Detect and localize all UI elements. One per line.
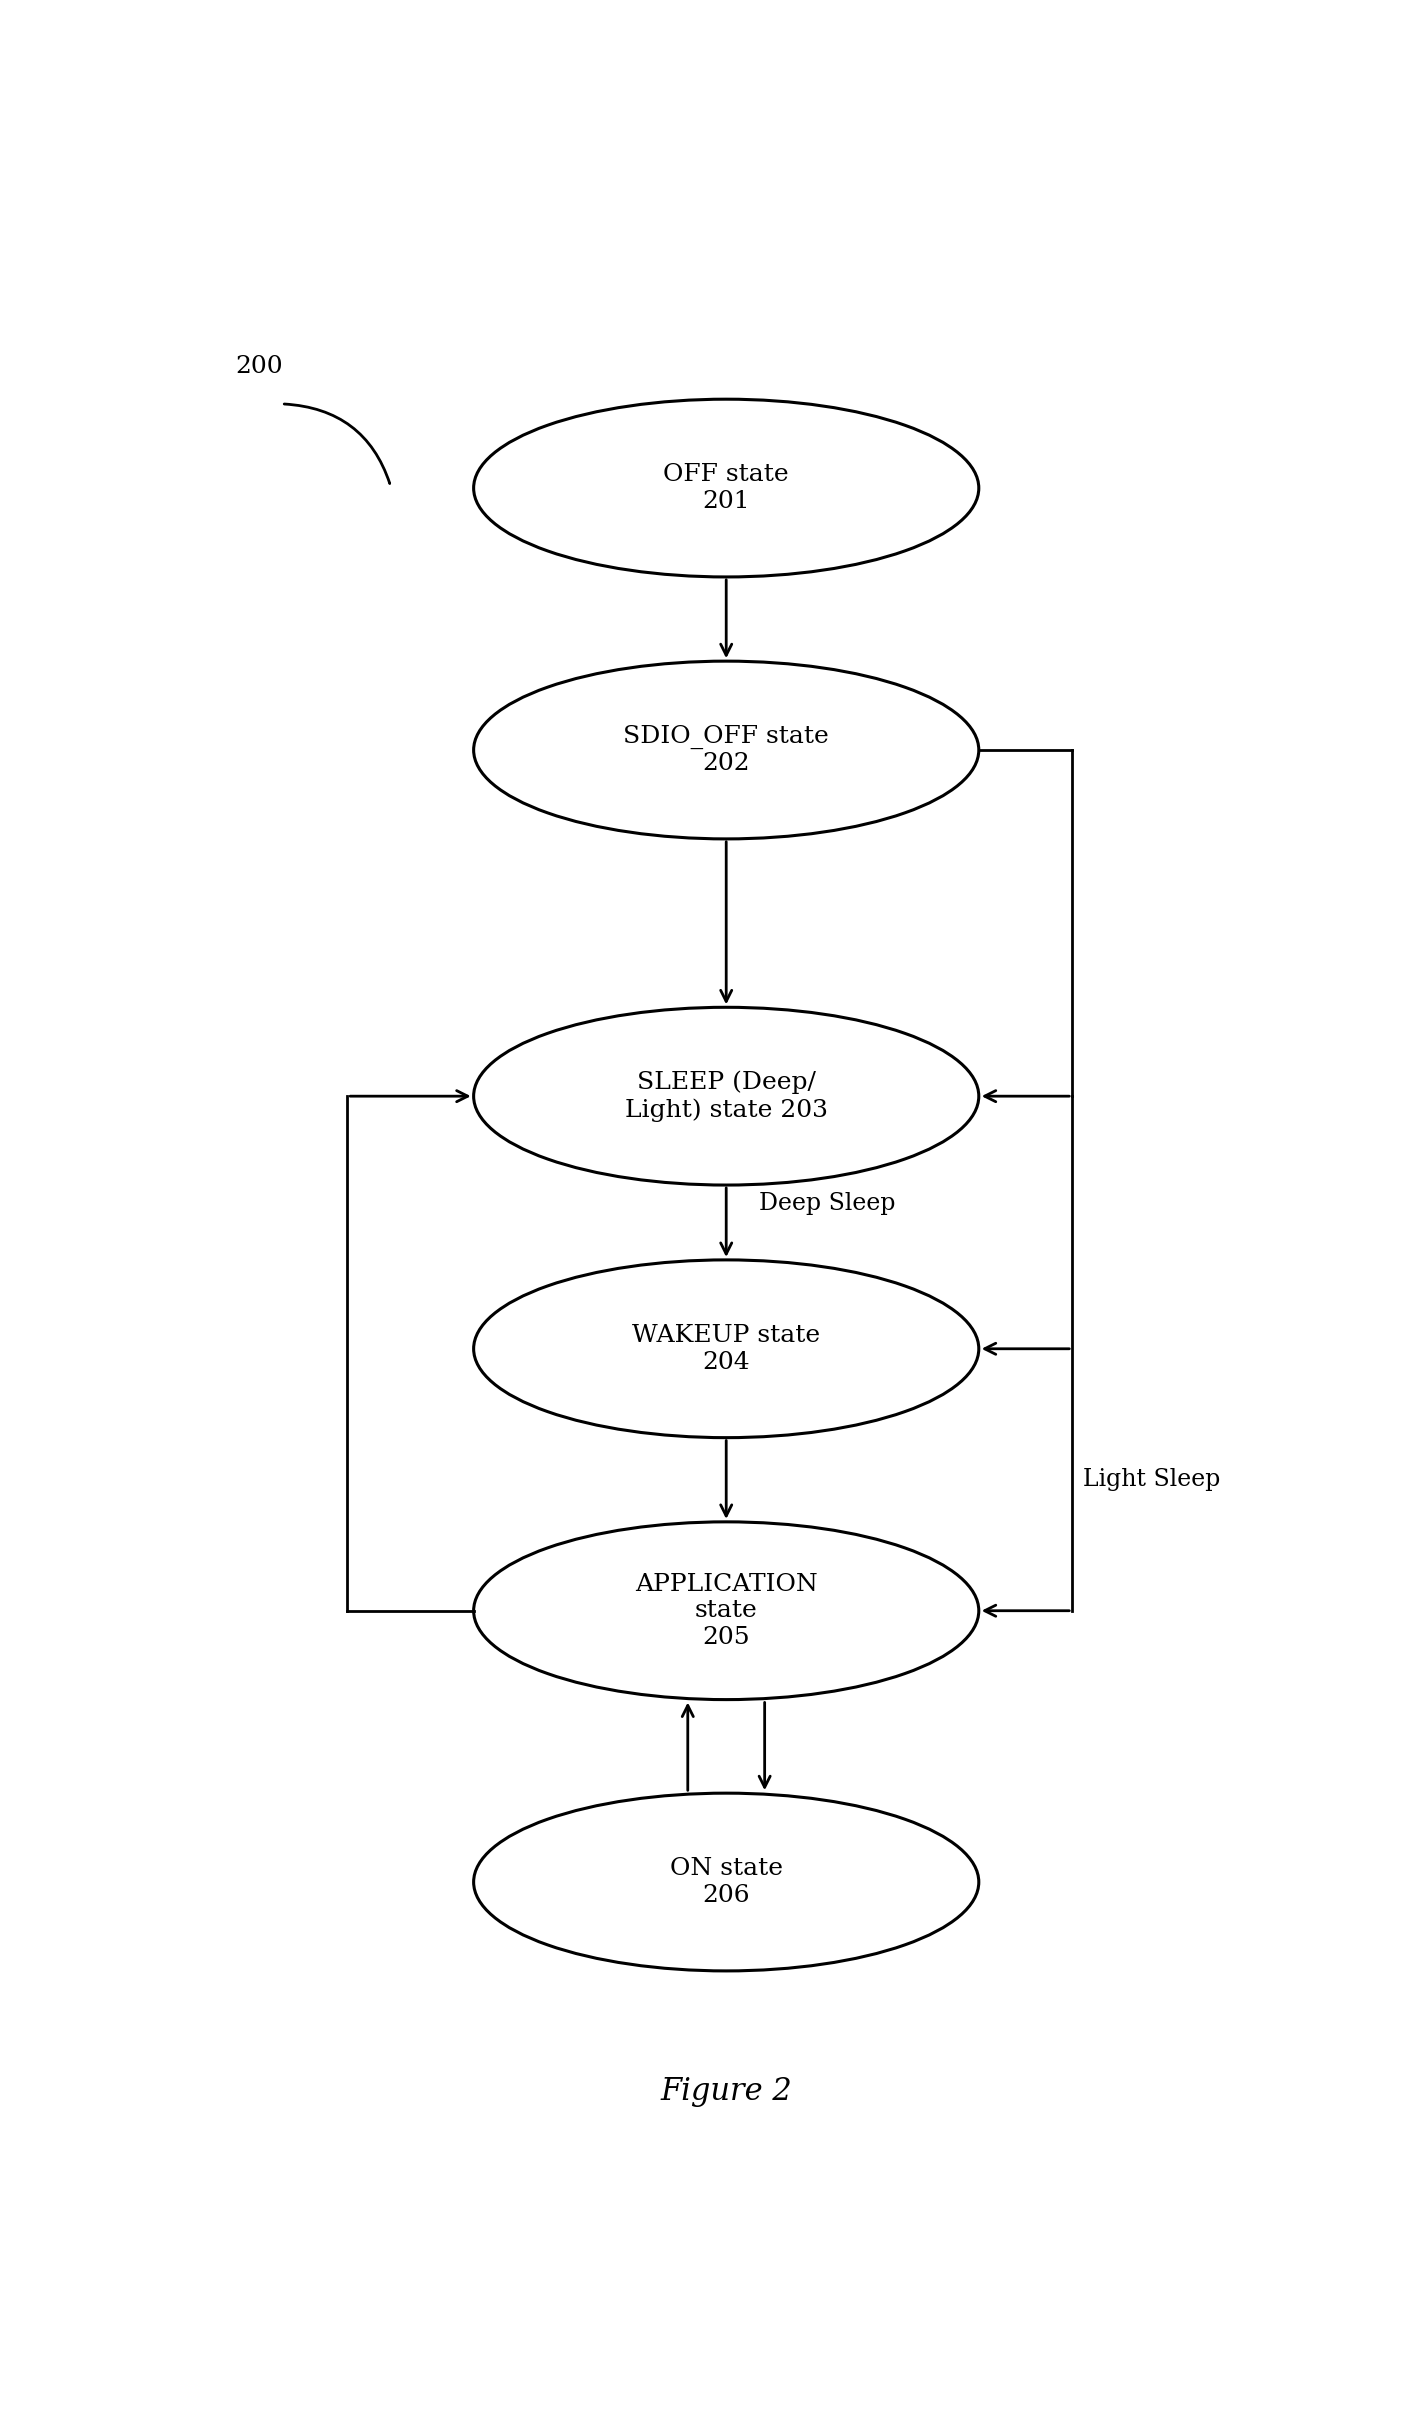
Text: OFF state
201: OFF state 201 xyxy=(663,464,789,513)
Text: Figure 2: Figure 2 xyxy=(660,2075,792,2107)
Text: WAKEUP state
204: WAKEUP state 204 xyxy=(632,1324,820,1373)
Ellipse shape xyxy=(473,399,979,576)
Text: 200: 200 xyxy=(235,355,283,379)
Text: Light Sleep: Light Sleep xyxy=(1083,1468,1220,1492)
Text: APPLICATION
state
205: APPLICATION state 205 xyxy=(635,1572,818,1650)
Ellipse shape xyxy=(473,1793,979,1971)
FancyArrowPatch shape xyxy=(285,403,390,484)
Ellipse shape xyxy=(473,1008,979,1186)
Ellipse shape xyxy=(473,661,979,838)
Text: ON state
206: ON state 206 xyxy=(670,1857,782,1908)
Text: SDIO_OFF state
202: SDIO_OFF state 202 xyxy=(623,724,829,775)
Ellipse shape xyxy=(473,1259,979,1439)
Text: SLEEP (Deep/
Light) state 203: SLEEP (Deep/ Light) state 203 xyxy=(625,1072,828,1123)
Ellipse shape xyxy=(473,1521,979,1699)
Text: Deep Sleep: Deep Sleep xyxy=(760,1193,896,1215)
